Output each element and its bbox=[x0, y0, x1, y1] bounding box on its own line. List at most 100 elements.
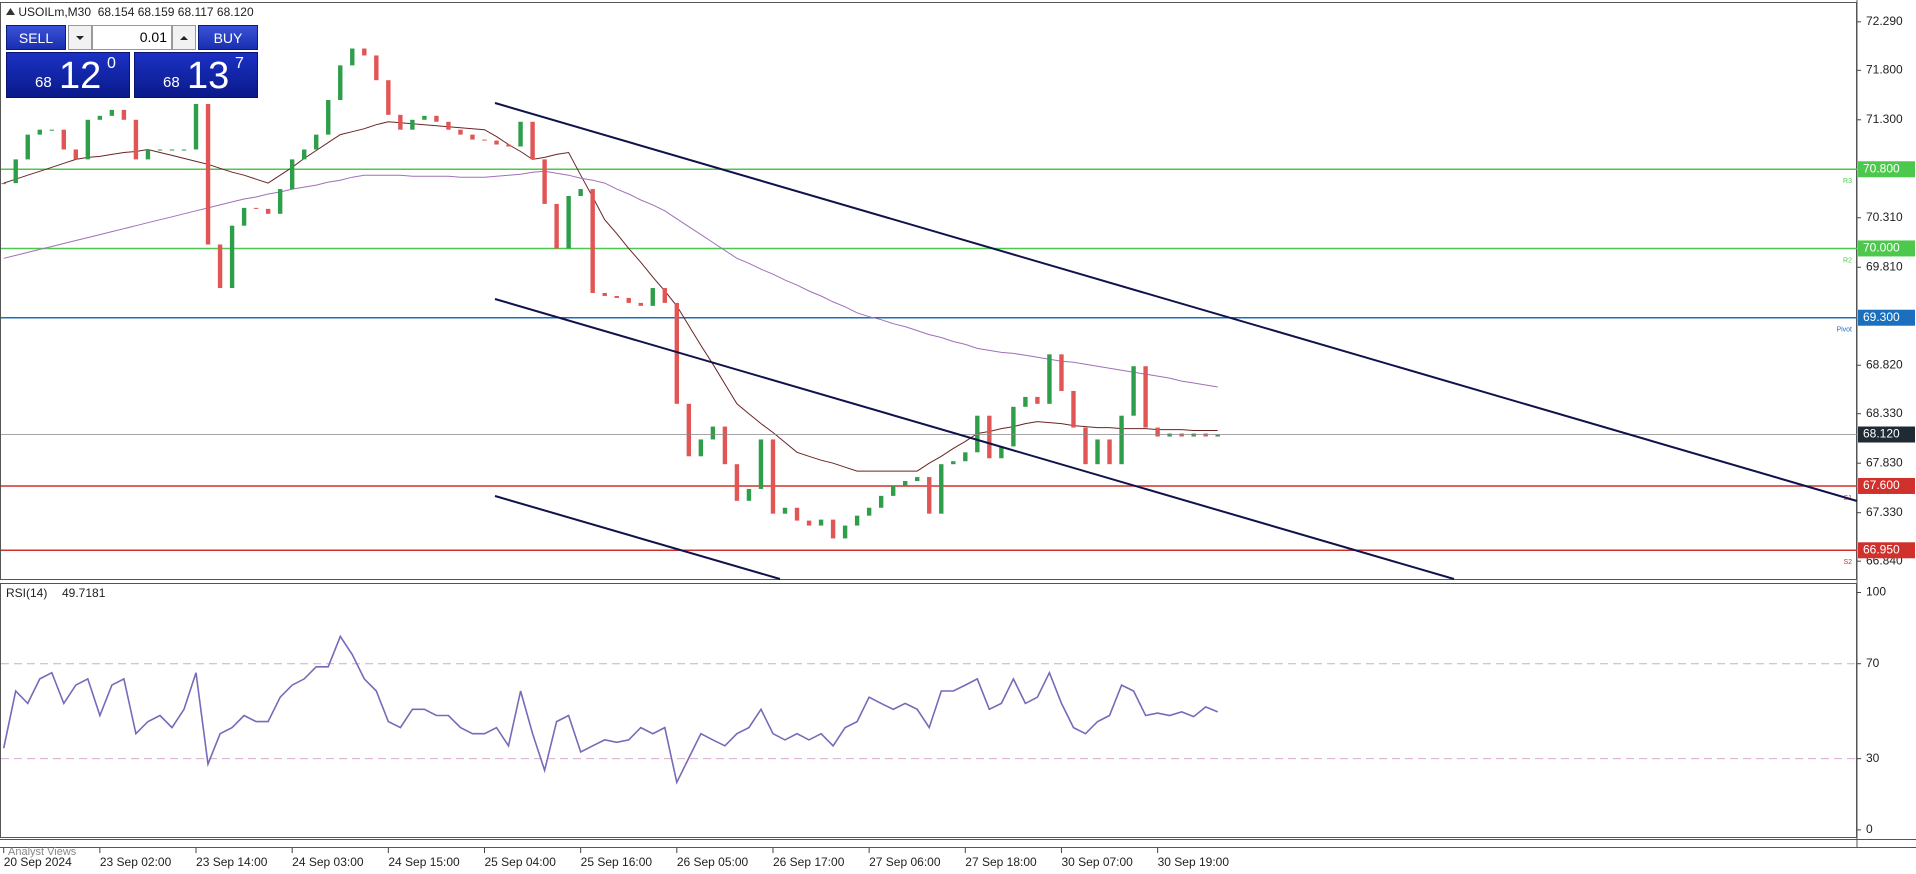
y-tick-label: 0 bbox=[1866, 822, 1873, 836]
candle bbox=[746, 488, 752, 501]
x-tick-label: 25 Sep 04:00 bbox=[485, 855, 557, 869]
candle bbox=[49, 129, 54, 131]
candle bbox=[1083, 427, 1088, 465]
candle bbox=[73, 149, 79, 160]
candle bbox=[494, 140, 499, 145]
level-name: R3 bbox=[1843, 178, 1852, 185]
candle bbox=[205, 103, 211, 245]
y-tick-label: 72.290 bbox=[1866, 14, 1903, 28]
candle bbox=[422, 115, 427, 120]
candle bbox=[734, 464, 740, 501]
y-tick-label: 70.310 bbox=[1866, 210, 1903, 224]
candle bbox=[446, 121, 451, 130]
x-tick-label: 26 Sep 05:00 bbox=[677, 855, 749, 869]
y-tick-label: 30 bbox=[1866, 751, 1880, 765]
sell-button[interactable]: SELL bbox=[6, 25, 66, 50]
x-tick-label: 26 Sep 17:00 bbox=[773, 855, 845, 869]
candle bbox=[722, 426, 728, 465]
footer-tab[interactable]: Analyst Views bbox=[8, 846, 77, 858]
x-tick-label: 20 Sep 2024 bbox=[4, 855, 72, 869]
candle bbox=[830, 519, 836, 539]
candle bbox=[1131, 366, 1136, 416]
level-label-box bbox=[1858, 477, 1915, 494]
y-tick-label: 71.300 bbox=[1866, 112, 1903, 126]
candle bbox=[578, 189, 583, 196]
candle bbox=[410, 119, 415, 130]
lot-increase[interactable] bbox=[172, 25, 196, 50]
candle bbox=[326, 99, 331, 135]
candle bbox=[157, 149, 163, 151]
candle bbox=[1155, 427, 1160, 437]
candle bbox=[506, 144, 511, 147]
level-name: R2 bbox=[1843, 257, 1852, 264]
x-tick-label: 27 Sep 18:00 bbox=[965, 855, 1037, 869]
level-label-box bbox=[1858, 161, 1915, 178]
candle bbox=[1203, 433, 1208, 437]
candle bbox=[542, 159, 547, 204]
candle bbox=[710, 426, 716, 440]
candle bbox=[770, 439, 776, 514]
candle bbox=[1095, 439, 1100, 465]
level-label: 70.000 bbox=[1863, 241, 1900, 255]
candle bbox=[638, 302, 643, 306]
candle bbox=[302, 149, 307, 160]
level-label: 70.800 bbox=[1863, 161, 1900, 175]
level-label-box bbox=[1858, 240, 1915, 257]
x-tick-label: 25 Sep 16:00 bbox=[581, 855, 653, 869]
candle bbox=[602, 292, 607, 296]
lot-decrease[interactable] bbox=[68, 25, 92, 50]
candle bbox=[97, 115, 103, 120]
candle bbox=[698, 439, 704, 457]
candle bbox=[842, 525, 848, 539]
moving-average bbox=[3, 170, 1218, 388]
candle bbox=[1107, 439, 1112, 465]
candle bbox=[13, 159, 18, 184]
collapse-icon[interactable] bbox=[6, 7, 15, 16]
channel-line bbox=[494, 102, 1858, 502]
candle bbox=[253, 207, 259, 209]
down-arrow bbox=[76, 36, 84, 40]
candle bbox=[229, 225, 235, 289]
candle bbox=[289, 159, 295, 190]
buy-button[interactable]: BUY bbox=[198, 25, 258, 50]
channel-lines bbox=[494, 102, 1858, 580]
candle bbox=[1023, 396, 1028, 407]
candle bbox=[1047, 354, 1052, 404]
candle bbox=[590, 189, 595, 293]
pips: 12 bbox=[59, 55, 102, 97]
sell-price[interactable]: 68 12 0 bbox=[6, 52, 130, 98]
candle bbox=[927, 477, 932, 514]
big-figure: 68 bbox=[35, 74, 52, 91]
candle bbox=[650, 288, 655, 306]
candle bbox=[890, 485, 896, 496]
candle bbox=[1071, 390, 1076, 428]
channel-line bbox=[494, 298, 1455, 580]
candle bbox=[975, 415, 980, 453]
buy-price[interactable]: 68 13 7 bbox=[134, 52, 258, 98]
candle bbox=[903, 481, 908, 486]
lot-input[interactable]: 0.01 bbox=[92, 25, 172, 50]
candle bbox=[915, 477, 920, 482]
level-label: 67.600 bbox=[1863, 478, 1900, 492]
candle bbox=[350, 48, 355, 66]
candle bbox=[806, 520, 812, 526]
level-label: 66.950 bbox=[1863, 542, 1900, 556]
x-tick-label: 24 Sep 03:00 bbox=[292, 855, 364, 869]
x-tick-label: 30 Sep 19:00 bbox=[1158, 855, 1230, 869]
y-tick-label: 70 bbox=[1866, 656, 1880, 670]
moving-average bbox=[3, 121, 1218, 472]
candle bbox=[1, 183, 6, 185]
candle bbox=[61, 129, 66, 150]
candle bbox=[1011, 406, 1016, 447]
candle bbox=[999, 446, 1004, 459]
candle bbox=[121, 109, 127, 120]
last-price-label: 68.120 bbox=[1863, 427, 1900, 441]
level-label-box bbox=[1858, 542, 1915, 559]
level-label-box bbox=[1858, 309, 1915, 326]
candle bbox=[530, 121, 535, 160]
candle bbox=[277, 189, 283, 214]
candle bbox=[987, 415, 992, 459]
candle bbox=[398, 114, 403, 130]
